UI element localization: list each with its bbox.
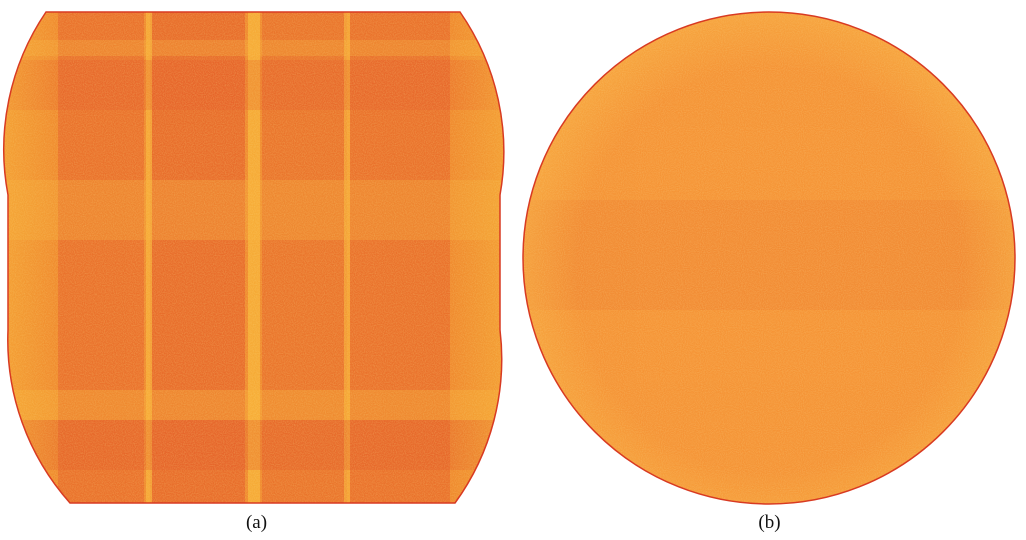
panel-b: (b) [513,0,1026,540]
wafer-map-a [3,11,505,504]
panel-a: (a) [3,11,505,533]
caption-a: (a) [245,512,268,533]
wafer-map-b [522,11,1016,505]
caption-b: (b) [758,512,781,533]
